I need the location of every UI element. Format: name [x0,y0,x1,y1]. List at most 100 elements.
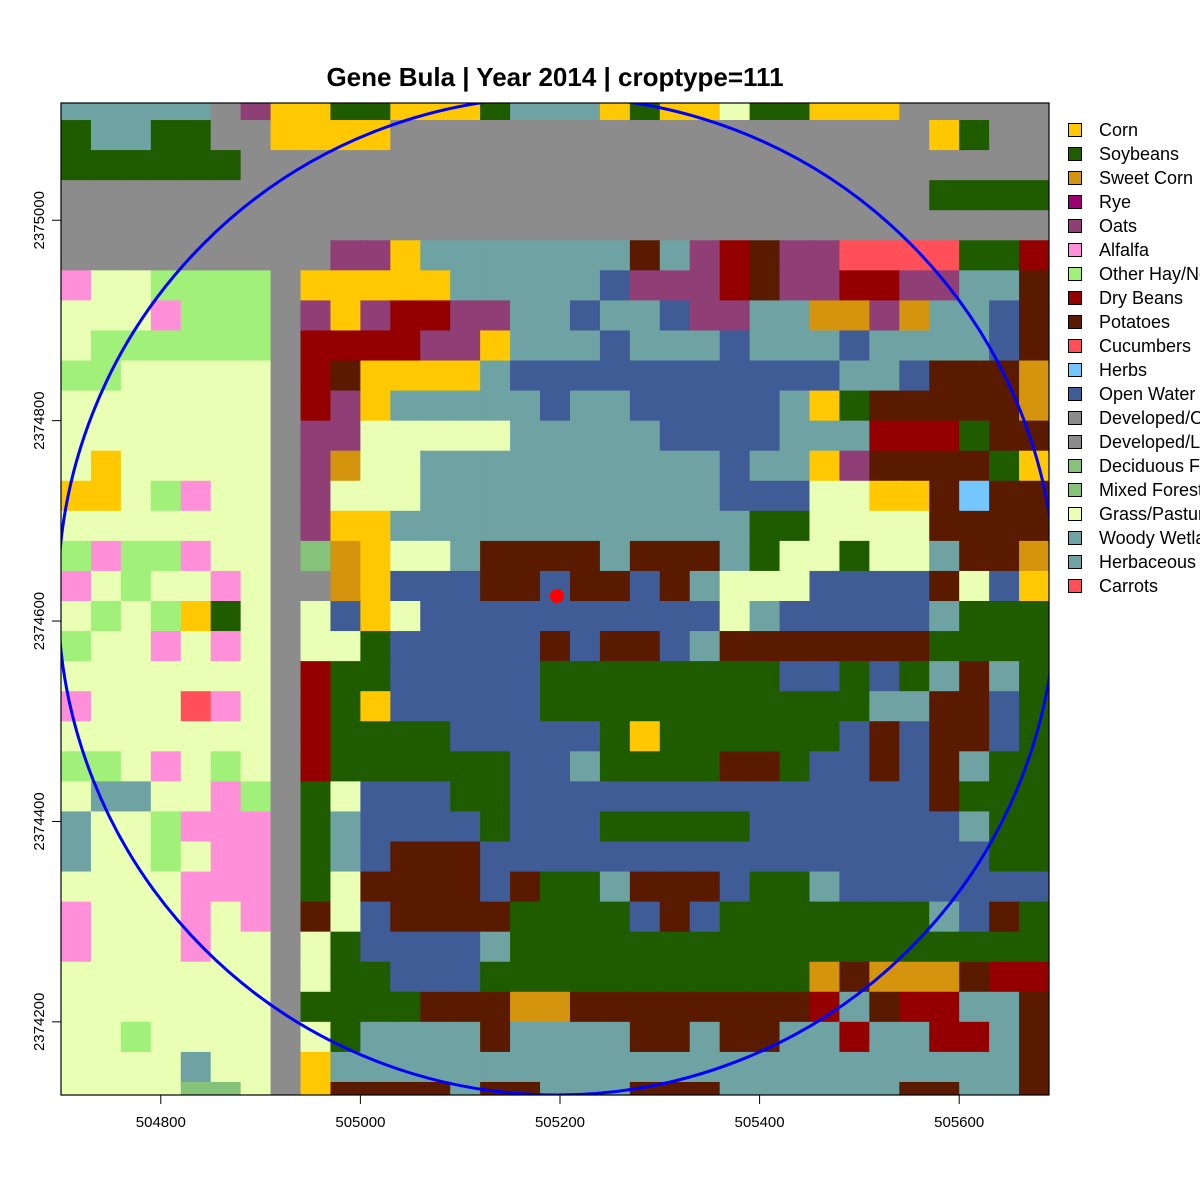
raster-cell [779,510,811,542]
raster-cell [809,751,841,782]
raster-cell [959,1021,990,1053]
raster-cell [210,871,242,903]
raster-cell [1019,1021,1049,1053]
raster-cell [689,901,721,933]
raster-cell [240,240,272,271]
raster-cell [629,300,661,332]
raster-cell [659,991,691,1023]
raster-cell [120,781,152,813]
raster-cell [929,390,960,422]
raster-cell [719,330,751,362]
raster-cell [330,661,361,692]
raster-cell [749,360,781,392]
raster-cell [330,390,361,422]
raster-cell [150,300,182,332]
raster-cell [420,781,451,813]
raster-cell [569,721,601,752]
raster-cell [599,601,631,632]
legend-label: Dry Beans [1099,287,1184,308]
raster-cell [300,811,332,843]
raster-cell [659,601,691,632]
raster-cell [929,1051,960,1083]
raster-cell [270,300,302,332]
raster-cell [540,991,571,1023]
raster-cell [450,901,481,933]
raster-cell [629,631,661,662]
raster-cell [480,781,511,813]
raster-cell [1019,300,1049,332]
raster-cell [270,811,302,843]
raster-cell [839,601,870,632]
raster-cell [779,841,811,873]
raster-cell [390,570,421,602]
raster-cell [569,570,601,602]
raster-cell [719,420,751,452]
legend-item: Oats [1068,214,1200,238]
raster-cell [510,540,541,572]
raster-cell [929,210,960,241]
raster-cell [1019,390,1049,422]
raster-cell [180,991,212,1023]
raster-cell [929,691,960,722]
raster-cell [90,931,122,963]
raster-cell [480,390,511,422]
raster-cell [150,661,182,692]
raster-cell [450,180,481,211]
raster-cell [240,691,272,722]
raster-cell [150,1021,182,1053]
raster-cell [210,751,242,782]
raster-cell [390,360,421,392]
raster-cell [779,691,811,722]
raster-cell [719,721,751,752]
raster-cell [869,300,900,332]
raster-cell [839,841,870,873]
raster-cell [510,871,541,903]
raster-cell [1019,931,1049,963]
raster-cell [120,721,152,752]
raster-cell [420,390,451,422]
legend-swatch [1068,435,1082,449]
raster-cell [899,931,930,963]
raster-cell [809,811,841,843]
raster-cell [929,540,960,572]
raster-cell [719,811,751,843]
raster-cell [599,631,631,662]
raster-cell [569,901,601,933]
raster-cell [180,631,212,662]
raster-cell [899,510,930,542]
raster-cell [869,420,900,452]
raster-cell [779,901,811,933]
raster-cell [330,150,361,181]
raster-cell [390,871,421,903]
raster-cell [779,871,811,903]
raster-cell [989,300,1020,332]
legend-item: Deciduous Forest [1068,454,1200,478]
raster-cell [899,751,930,782]
raster-cell [480,661,511,692]
raster-cell [150,871,182,903]
raster-cell [480,871,511,903]
legend-label: Carrots [1099,575,1159,596]
raster-cell [929,751,960,782]
raster-cell [120,811,152,843]
raster-cell [210,450,242,482]
raster-cell [270,330,302,362]
raster-cell [869,751,900,782]
raster-cell [659,961,691,993]
raster-cell [90,420,122,452]
raster-cell [839,751,870,782]
raster-cell [150,240,182,271]
raster-cell [450,570,481,602]
raster-cell [90,871,122,903]
raster-cell [689,1081,721,1095]
raster-cell [929,661,960,692]
raster-cell [450,601,481,632]
raster-cell [90,841,122,873]
raster-cell [839,901,870,933]
raster-cell [809,270,841,301]
raster-cell [569,751,601,782]
legend-swatch [1068,219,1082,233]
raster-cell [450,811,481,843]
raster-cell [300,691,332,722]
raster-cell [210,601,242,632]
